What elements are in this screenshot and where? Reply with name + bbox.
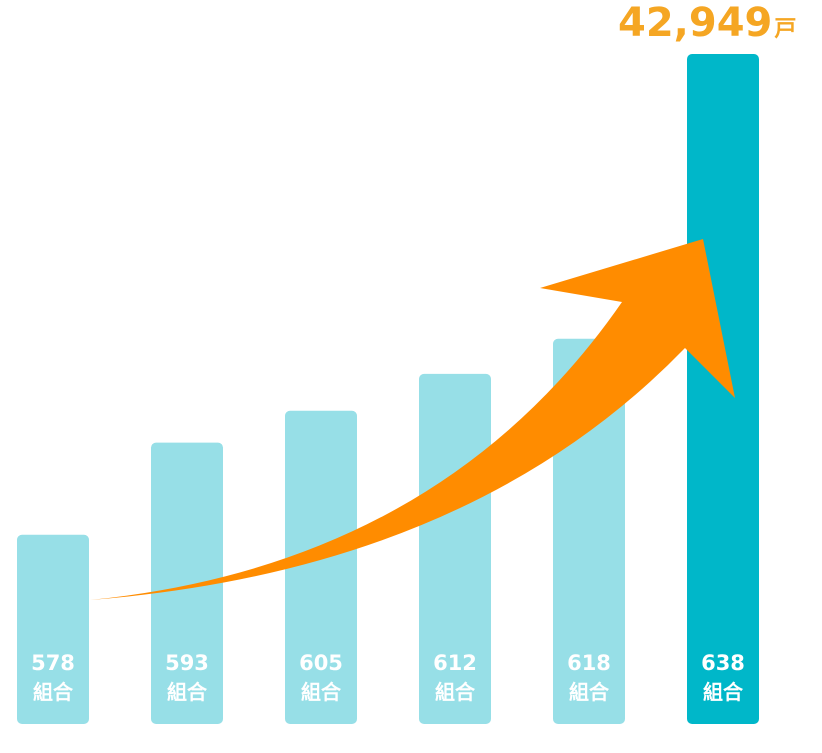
bar-value-label-3: 605: [299, 651, 343, 675]
bar-unit-label-2: 組合: [167, 680, 208, 704]
bar-unit-label-6: 組合: [703, 680, 744, 704]
bar-value-label-6: 638: [701, 651, 745, 675]
bars-group: [17, 54, 759, 724]
bar-value-label-4: 612: [433, 651, 477, 675]
bar-3: [285, 410, 357, 724]
bar-value-label-5: 618: [567, 651, 611, 675]
bar-6: [687, 54, 759, 724]
highlight-unit: 戸: [774, 17, 796, 42]
bar-1: [17, 534, 89, 724]
bar-unit-label-1: 組合: [33, 680, 74, 704]
bar-value-label-2: 593: [165, 651, 209, 675]
highlight-value: 42,949: [618, 0, 772, 46]
bar-labels-group: 578 組合 593 組合 605 組合 612 組合 618 組合 638 組合: [31, 651, 745, 704]
growth-arrow: [90, 239, 735, 600]
bar-2: [151, 442, 223, 724]
bar-value-label-1: 578: [31, 651, 75, 675]
bar-unit-label-5: 組合: [569, 680, 610, 704]
bar-unit-label-4: 組合: [435, 680, 476, 704]
bar-unit-label-3: 組合: [301, 680, 342, 704]
highlight-value-label: 42,949戸: [618, 0, 796, 46]
